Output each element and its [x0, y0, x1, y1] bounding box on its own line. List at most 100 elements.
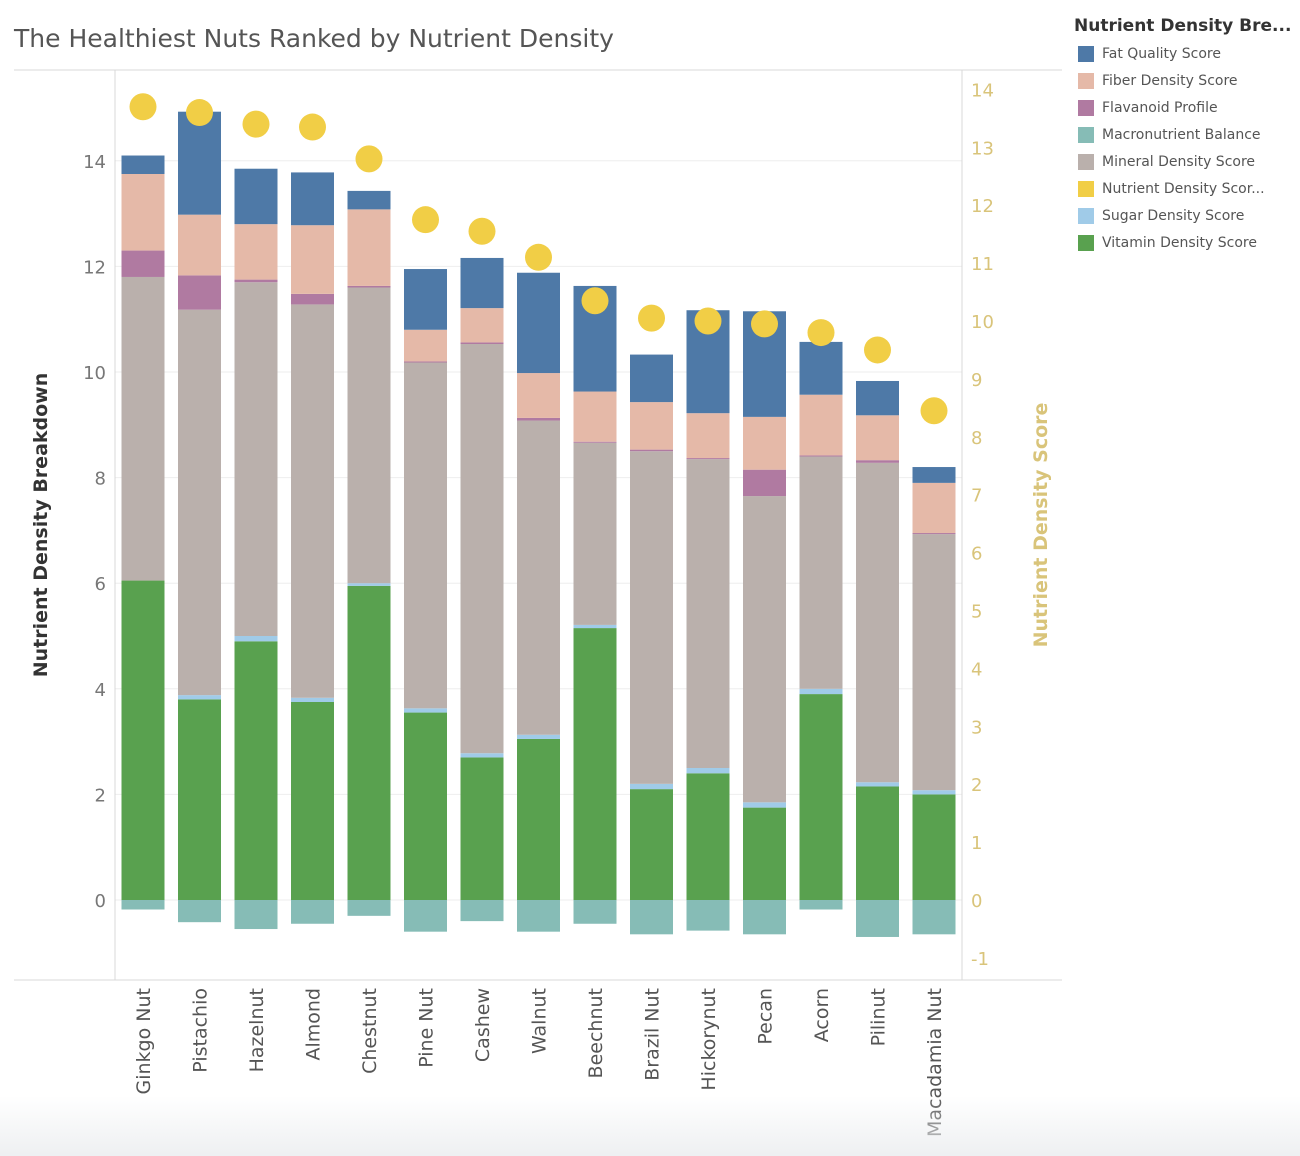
y2-tick-label: 12 — [971, 196, 994, 217]
score-dot — [751, 310, 778, 338]
bar-segment — [799, 455, 843, 457]
bar-segment — [686, 773, 730, 900]
legend: Nutrient Density Bre... Fat Quality Scor… — [1074, 16, 1296, 256]
bar-segment-negative — [404, 900, 447, 932]
score-dot — [581, 287, 609, 315]
bar-segment — [912, 482, 956, 534]
bar-segment — [799, 394, 843, 456]
y2-tick-label: 4 — [971, 659, 982, 680]
bar-segment — [799, 341, 843, 395]
bar-segment — [404, 361, 447, 363]
bar-segment — [517, 738, 560, 900]
legend-swatch — [1078, 234, 1094, 251]
bar-segment — [799, 456, 843, 689]
secondary-y-axis-label: Nutrient Density Score — [1030, 403, 1052, 648]
legend-swatch — [1078, 72, 1094, 89]
chart-title: The Healthiest Nuts Ranked by Nutrient D… — [14, 24, 614, 53]
x-tick-label: Hazelnut — [246, 988, 268, 1072]
legend-label: Fat Quality Score — [1102, 45, 1221, 62]
bar-segment — [460, 308, 504, 343]
y2-tick-label: 5 — [971, 602, 982, 623]
bar-segment — [630, 783, 673, 790]
bar-segment-negative — [121, 900, 165, 910]
x-tick-label: Chestnut — [359, 988, 381, 1074]
bar-segment-negative — [856, 900, 899, 937]
score-dot — [242, 110, 270, 138]
x-tick-label: Almond — [303, 988, 325, 1061]
legend-item: Sugar Density Score — [1074, 202, 1296, 229]
y-tick-label: 6 — [95, 574, 106, 595]
score-dot — [468, 217, 496, 245]
legend-label: Sugar Density Score — [1102, 207, 1245, 224]
x-tick-label: Pilinut — [868, 988, 890, 1046]
bar-segment — [573, 628, 617, 900]
bar-segment — [912, 794, 956, 900]
score-dot — [807, 319, 835, 347]
y-tick-label: 10 — [83, 363, 106, 384]
bar-segments — [121, 111, 956, 937]
x-tick-label: Pine Nut — [416, 988, 438, 1068]
bar-segment — [517, 272, 560, 374]
bar-segment — [686, 458, 730, 460]
score-dot — [694, 307, 722, 335]
y2-tick-label: -1 — [971, 949, 989, 970]
bar-segment — [743, 469, 786, 497]
bar-segment — [404, 362, 447, 709]
y2-tick-label: 0 — [971, 891, 982, 912]
score-dot — [355, 145, 383, 173]
score-dot — [864, 336, 891, 364]
y-tick-label: 2 — [95, 785, 106, 806]
bar-segment — [912, 534, 956, 791]
bar-segment — [404, 329, 447, 362]
bar-segment — [912, 533, 956, 535]
x-tick-label: Pistachio — [190, 988, 212, 1073]
bar-segment — [178, 214, 221, 276]
bar-segment — [291, 697, 334, 702]
bar-segment-negative — [178, 900, 221, 923]
x-tick-label: Ginkgo Nut — [133, 988, 155, 1094]
bar-segment — [573, 391, 617, 442]
y-tick-label: 4 — [95, 680, 106, 701]
legend-swatch — [1078, 153, 1094, 170]
y-tick-label: 12 — [83, 257, 106, 278]
x-tick-label: Cashew — [472, 988, 494, 1062]
bar-segment — [291, 293, 334, 305]
bar-segment — [856, 415, 899, 461]
legend-item: Fat Quality Score — [1074, 40, 1296, 67]
bar-segment — [121, 155, 165, 174]
legend-label: Flavanoid Profile — [1102, 99, 1218, 116]
bar-segment — [178, 309, 221, 696]
bar-segment — [347, 287, 391, 584]
y2-tick-label: 8 — [971, 428, 982, 449]
score-dot — [525, 243, 552, 271]
y2-tick-label: 14 — [971, 80, 994, 101]
bar-segment — [686, 459, 730, 768]
bar-segment-negative — [460, 900, 504, 922]
legend-item: Flavanoid Profile — [1074, 94, 1296, 121]
bar-segment — [291, 172, 334, 226]
bar-segment — [743, 496, 786, 803]
bar-segment — [573, 441, 617, 443]
legend-item: Vitamin Density Score — [1074, 229, 1296, 256]
bar-segment — [347, 285, 391, 288]
y-tick-label: 0 — [95, 891, 106, 912]
y2-tick-label: 11 — [971, 254, 994, 275]
bar-segment — [856, 380, 899, 416]
bar-segment — [799, 694, 843, 900]
bar-segment — [856, 462, 899, 783]
bar-segment — [291, 304, 334, 698]
bar-segment — [517, 734, 560, 739]
bar-segment — [686, 768, 730, 774]
legend-item: Fiber Density Score — [1074, 67, 1296, 94]
bar-segment — [460, 342, 504, 345]
bar-segment-negative — [799, 900, 843, 910]
y-tick-label: 8 — [95, 469, 106, 490]
left-y-axis-ticks: 0 2 4 6 8 10 12 14 — [83, 152, 106, 912]
bar-segment — [234, 279, 278, 283]
bar-segment — [517, 417, 560, 421]
bar-segment — [460, 344, 504, 754]
legend-item: Nutrient Density Scor... — [1074, 175, 1296, 202]
bar-segment — [404, 712, 447, 900]
bar-segment — [573, 624, 617, 629]
